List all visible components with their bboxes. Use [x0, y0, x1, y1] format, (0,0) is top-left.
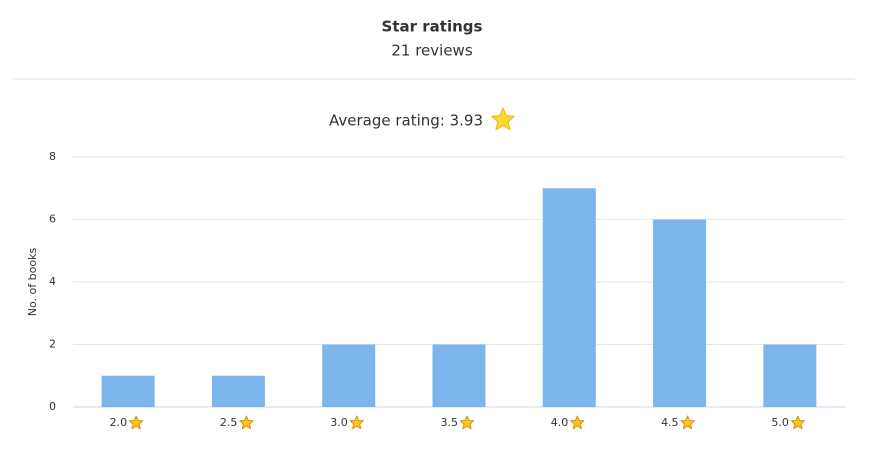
- y-tick-label: 0: [49, 400, 56, 413]
- bar: [211, 375, 265, 407]
- star-icon: [790, 415, 805, 430]
- x-tick-label: 3.5: [441, 416, 459, 429]
- x-tick-label: 2.5: [220, 416, 238, 429]
- chart-title: Star ratings: [382, 18, 483, 36]
- annotation: Average rating: 3.93: [329, 112, 483, 130]
- x-tick-label: 4.5: [661, 416, 679, 429]
- star-icon: [349, 415, 364, 430]
- bar: [322, 344, 376, 407]
- y-tick-label: 2: [49, 338, 56, 351]
- chart-subtitle: 21 reviews: [391, 42, 472, 60]
- star-icon: [680, 415, 695, 430]
- bar: [542, 188, 596, 407]
- y-tick-label: 6: [49, 213, 56, 226]
- x-tick-label: 3.0: [330, 416, 348, 429]
- x-tick-label: 5.0: [771, 416, 789, 429]
- star-icon: [129, 415, 144, 430]
- y-tick-label: 8: [49, 150, 56, 163]
- bar: [432, 344, 486, 407]
- bar: [101, 375, 155, 407]
- star-icon: [491, 107, 515, 131]
- star-icon: [459, 415, 475, 430]
- y-tick-label: 4: [49, 275, 56, 288]
- x-tick-label: 2.0: [110, 416, 128, 429]
- x-tick-label: 4.0: [551, 416, 569, 429]
- bar: [763, 344, 817, 407]
- star-icon: [570, 415, 585, 430]
- y-axis-label: No. of books: [26, 248, 39, 317]
- bar: [653, 219, 707, 407]
- star-icon: [239, 415, 254, 430]
